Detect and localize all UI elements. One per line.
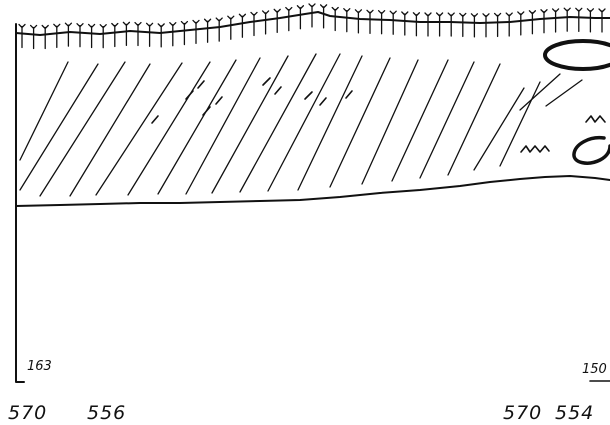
turf-symbol [435, 12, 444, 37]
hatch-stroke [157, 59, 237, 195]
hatch-stroke [267, 53, 341, 192]
turf-symbol [87, 23, 96, 49]
turf-symbol [354, 9, 363, 34]
turf-symbol [169, 22, 177, 47]
hatch-stroke [361, 59, 419, 185]
hatch-stroke [499, 81, 541, 167]
hatch-stroke [391, 59, 449, 182]
dashed-inclusions [151, 77, 353, 124]
hatch-stroke [19, 61, 69, 161]
turf-symbol [145, 22, 154, 47]
turf-symbols [18, 3, 606, 50]
hatch-stroke [69, 63, 151, 197]
turf-symbol [157, 23, 165, 48]
oval-stone [543, 39, 610, 71]
turf-symbol [41, 24, 49, 50]
right-coordinate-b: 554 [555, 402, 594, 424]
hatch-stroke [239, 53, 317, 193]
turf-symbol [76, 23, 84, 48]
turf-symbol [331, 6, 339, 32]
hatch-stroke [19, 63, 99, 191]
turf-symbol [273, 8, 281, 34]
turf-symbol [482, 13, 490, 38]
turf-symbol [111, 22, 119, 48]
turf-symbol [389, 10, 397, 35]
turf-symbol [424, 12, 432, 37]
turf-symbol [296, 5, 305, 30]
turf-symbol [29, 24, 38, 50]
hatch-stroke [545, 79, 583, 107]
turf-symbol [540, 9, 548, 34]
turf-symbol [64, 22, 73, 47]
hatch-stroke [447, 63, 501, 176]
turf-symbol [575, 7, 583, 33]
turf-symbol [215, 17, 223, 42]
turf-symbol [238, 13, 247, 38]
turf-symbol [412, 12, 421, 37]
turf-symbol [99, 24, 107, 49]
turf-symbol [308, 3, 316, 28]
hatch-stroke [519, 73, 561, 111]
hatch-stroke [473, 87, 525, 171]
hatch-stroke [211, 55, 289, 194]
turf-symbol [551, 8, 560, 33]
small-stone [572, 135, 610, 165]
turf-symbol [203, 18, 212, 43]
turf-symbol [598, 8, 606, 33]
turf-symbol [377, 10, 386, 35]
turf-symbol [459, 12, 467, 38]
right-coordinate-a: 570 [503, 402, 542, 424]
left-depth-number: 163 [27, 359, 52, 374]
hatch-stroke [297, 55, 363, 191]
turf-symbol [319, 4, 328, 29]
turf-symbol [493, 12, 502, 38]
turf-symbol [180, 20, 189, 46]
layer-boundary-line [15, 175, 610, 207]
ground-surface-line [15, 11, 610, 36]
turf-symbol [505, 12, 513, 37]
hatch-stroke [419, 61, 475, 179]
turf-symbol [470, 13, 479, 38]
hatch-stroke [95, 62, 183, 196]
turf-symbol [261, 10, 270, 35]
turf-symbol [227, 15, 235, 40]
turf-symbol [343, 8, 351, 33]
turf-symbol [528, 10, 537, 35]
turf-symbol [285, 6, 293, 32]
wavy-symbol-left [520, 145, 550, 153]
turf-symbol [134, 21, 142, 47]
hatch-stroke [185, 57, 261, 195]
turf-symbol [447, 12, 455, 37]
layer-hatching [19, 53, 583, 197]
turf-symbol [192, 19, 200, 45]
wavy-symbol-right [585, 115, 606, 123]
hatch-stroke [127, 61, 211, 196]
turf-symbol [250, 11, 258, 37]
turf-symbol [366, 9, 374, 34]
left-coordinate-b: 556 [87, 402, 126, 424]
turf-symbol [517, 11, 525, 36]
turf-symbol [18, 23, 26, 49]
turf-symbol [563, 7, 571, 32]
turf-symbol [122, 21, 131, 47]
hatch-stroke [39, 61, 126, 197]
turf-symbol [53, 23, 61, 48]
turf-symbol [401, 11, 409, 36]
turf-symbol [586, 8, 595, 33]
hatch-stroke [329, 57, 391, 188]
right-depth-number: 150 [582, 362, 607, 377]
left-coordinate-a: 570 [8, 402, 47, 424]
left-section-edge [15, 23, 25, 383]
